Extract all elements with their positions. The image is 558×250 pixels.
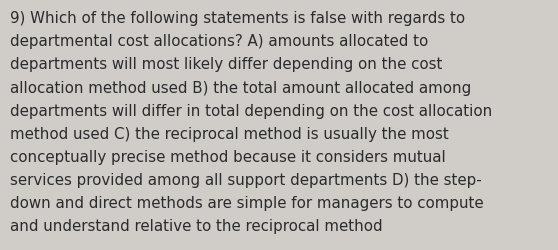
Text: services provided among all support departments D) the step-: services provided among all support depa… — [10, 172, 482, 187]
Text: departmental cost allocations? A) amounts allocated to: departmental cost allocations? A) amount… — [10, 34, 429, 49]
Text: conceptually precise method because it considers mutual: conceptually precise method because it c… — [10, 149, 446, 164]
Text: 9) Which of the following statements is false with regards to: 9) Which of the following statements is … — [10, 11, 465, 26]
Text: departments will differ in total depending on the cost allocation: departments will differ in total dependi… — [10, 103, 492, 118]
Text: down and direct methods are simple for managers to compute: down and direct methods are simple for m… — [10, 195, 484, 210]
Text: departments will most likely differ depending on the cost: departments will most likely differ depe… — [10, 57, 442, 72]
Text: method used C) the reciprocal method is usually the most: method used C) the reciprocal method is … — [10, 126, 449, 141]
Text: and understand relative to the reciprocal method: and understand relative to the reciproca… — [10, 218, 383, 233]
Text: allocation method used B) the total amount allocated among: allocation method used B) the total amou… — [10, 80, 472, 95]
